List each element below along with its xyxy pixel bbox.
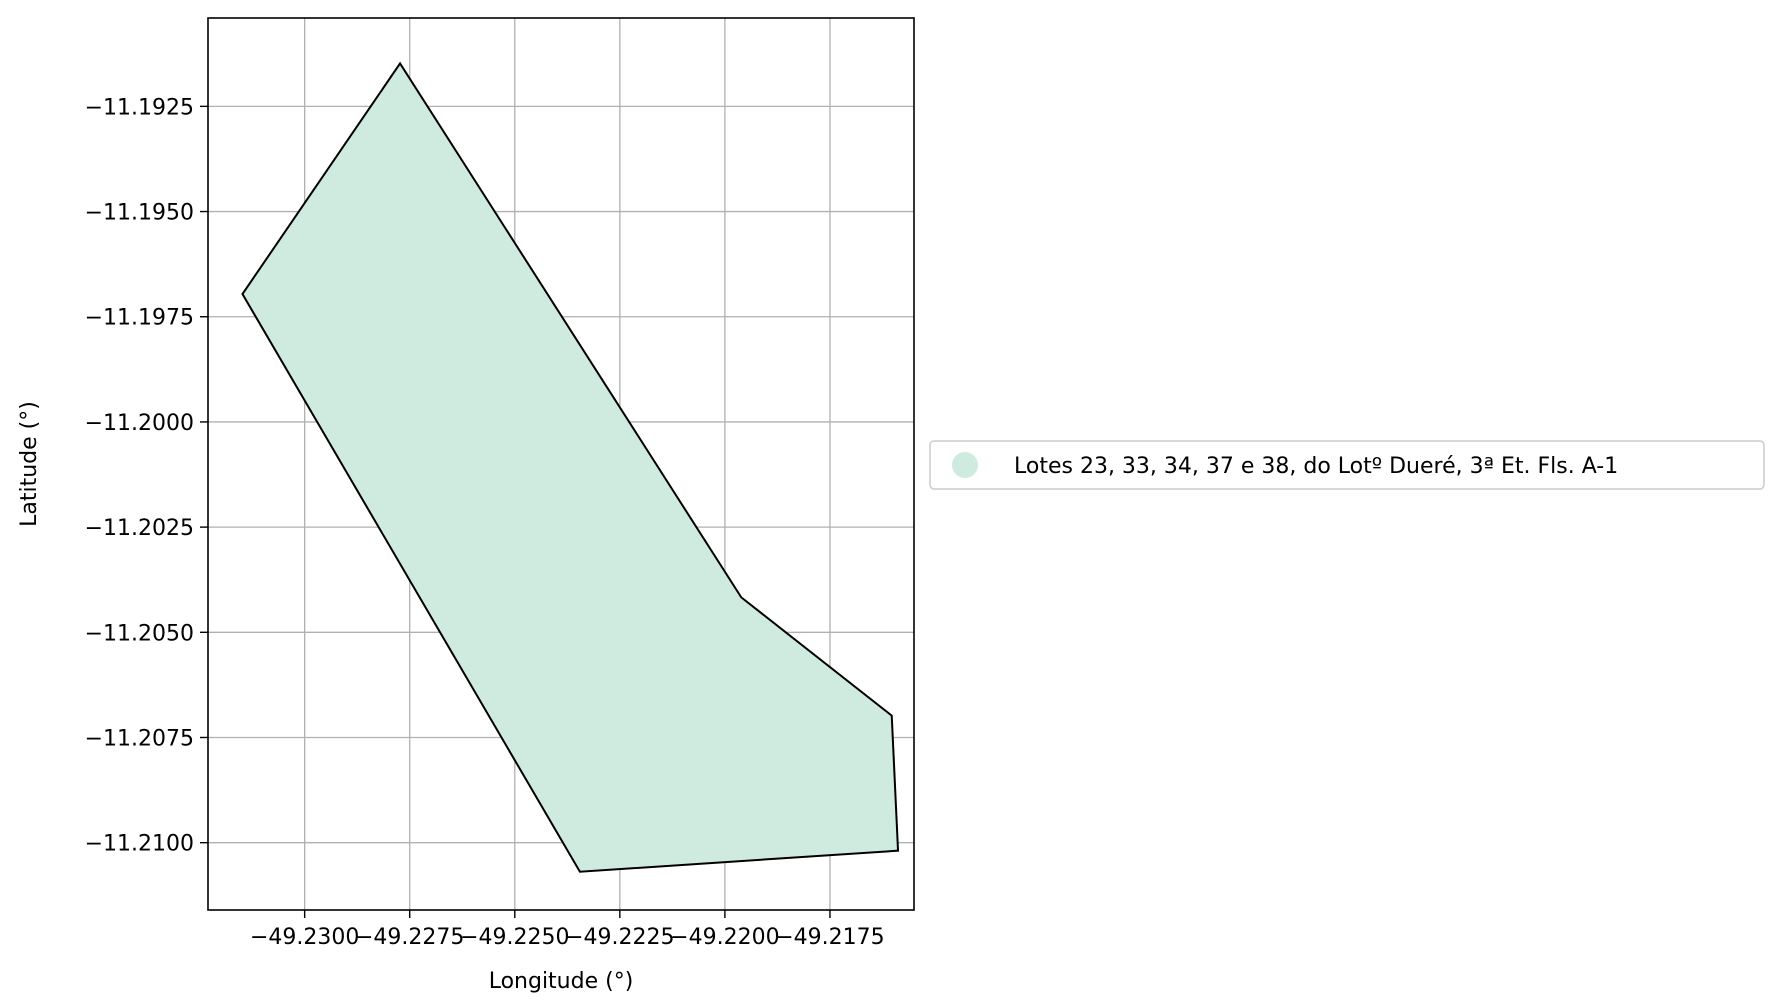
- y-tick-label: −11.2050: [85, 621, 194, 646]
- y-tick-label: −11.1925: [85, 95, 194, 120]
- y-tick-label: −11.2100: [85, 832, 194, 857]
- x-tick-label: −49.2300: [250, 925, 359, 950]
- x-tick-label: −49.2225: [565, 925, 674, 950]
- x-tick-label: −49.2275: [355, 925, 464, 950]
- x-tick-label: −49.2175: [775, 925, 884, 950]
- legend: Lotes 23, 33, 34, 37 e 38, do Lotº Dueré…: [930, 441, 1764, 489]
- legend-entry: Lotes 23, 33, 34, 37 e 38, do Lotº Dueré…: [1014, 454, 1618, 479]
- x-tick-label: −49.2200: [670, 925, 779, 950]
- y-tick-label: −11.2025: [85, 516, 194, 541]
- y-tick-label: −11.2075: [85, 726, 194, 751]
- y-ticks: −11.1925 −11.1950 −11.1975 −11.2000 −11.2025…: [85, 95, 208, 856]
- x-tick-label: −49.2250: [460, 925, 569, 950]
- x-axis-label: Longitude (°): [489, 969, 634, 994]
- y-tick-label: −11.1975: [85, 306, 194, 331]
- parcel-polygon: [242, 63, 898, 871]
- legend-marker: [952, 452, 978, 478]
- x-ticks: −49.2300−49.2275−49.2250−49.2225−49.2200…: [250, 910, 885, 950]
- y-axis-label: Latitude (°): [17, 401, 42, 527]
- y-tick-label: −11.1950: [85, 201, 194, 226]
- y-tick-label: −11.2000: [85, 411, 194, 436]
- polygon-layer: [242, 63, 898, 871]
